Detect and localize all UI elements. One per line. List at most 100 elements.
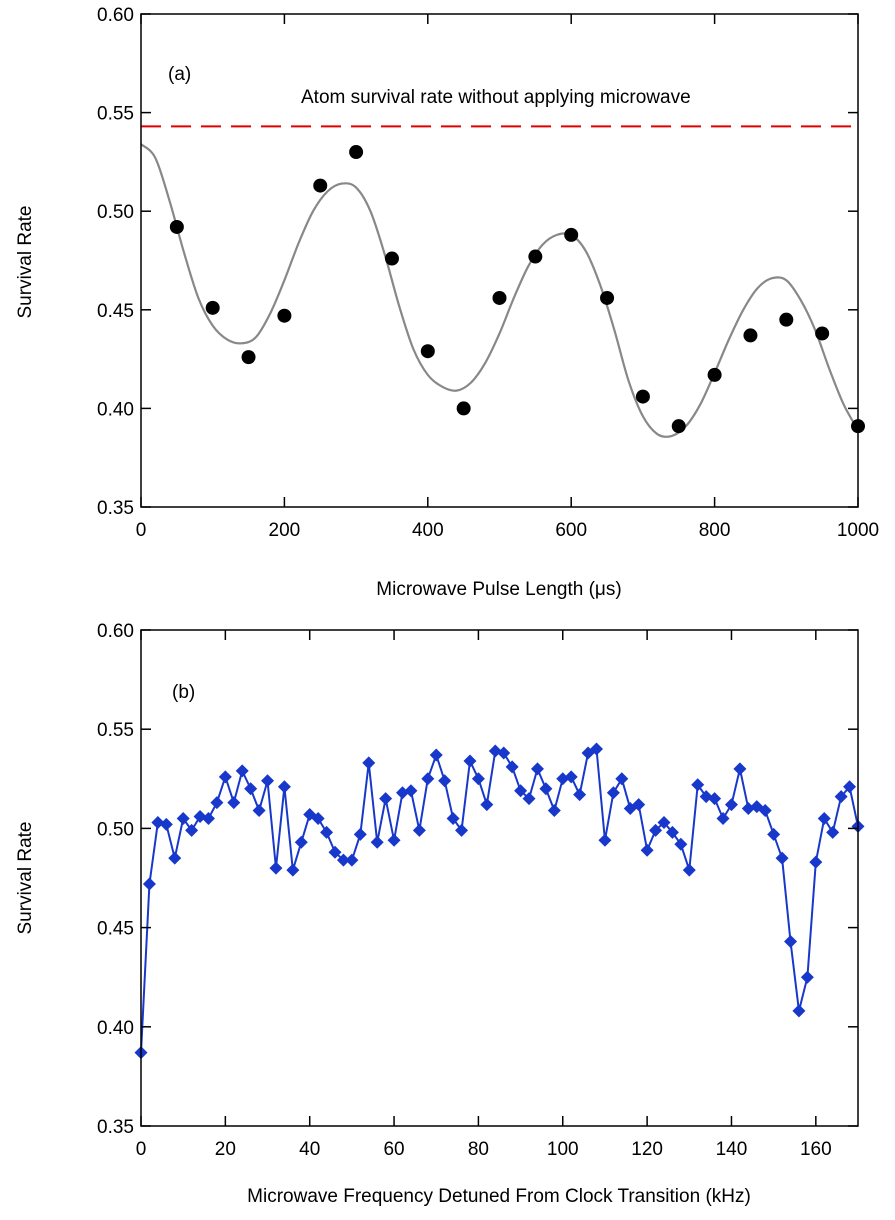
data-point-diamond <box>615 772 629 786</box>
data-point <box>707 367 722 382</box>
panel-b-x-tick-label: 40 <box>299 1139 320 1160</box>
data-point-diamond <box>227 796 241 810</box>
fit-curve <box>140 143 859 438</box>
data-point-diamond <box>218 770 232 784</box>
data-point <box>349 145 364 160</box>
data-point-diamond <box>294 835 308 849</box>
data-point-diamond <box>590 742 604 756</box>
panel-a-x-tick-label: 600 <box>555 520 587 541</box>
panel-a-x-tick-label: 200 <box>269 520 301 541</box>
data-point-diamond <box>547 804 561 818</box>
panel-a-x-tick-label: 1000 <box>837 520 879 541</box>
data-point <box>313 178 328 193</box>
data-point-diamond <box>328 845 342 859</box>
data-point-diamond <box>784 934 798 948</box>
panel-a-y-axis: 0.35 0.40 0.45 0.50 0.55 0.60 <box>97 5 858 519</box>
panel-b-x-tick-label: 140 <box>716 1139 748 1160</box>
panel-a-x-axis-title: Microwave Pulse Length (μs) <box>376 579 621 600</box>
data-point <box>635 389 650 404</box>
data-point-diamond <box>311 811 325 825</box>
data-point <box>743 328 758 343</box>
data-point-diamond <box>446 811 460 825</box>
data-point <box>600 290 615 305</box>
data-point-diamond <box>758 804 772 818</box>
panel-a-y-tick-label: 0.45 <box>97 301 134 322</box>
data-point-diamond <box>353 827 367 841</box>
data-point-diamond <box>201 811 215 825</box>
data-point-diamond <box>497 746 511 760</box>
panel-b-x-axis-title: Microwave Frequency Detuned From Clock T… <box>247 1186 751 1207</box>
data-point-diamond <box>632 798 646 812</box>
data-point-diamond <box>269 861 283 875</box>
panel-b-x-tick-label: 0 <box>136 1139 147 1160</box>
data-point-diamond <box>682 863 696 877</box>
data-point-diamond <box>598 833 612 847</box>
data-point-diamond <box>159 817 173 831</box>
data-point-diamond <box>320 825 334 839</box>
data-point-diamond <box>379 792 393 806</box>
data-point-diamond <box>235 764 249 778</box>
data-point <box>420 344 435 359</box>
data-point-diamond <box>455 823 469 837</box>
data-point <box>169 219 184 234</box>
data-point-diamond <box>463 754 477 768</box>
data-point-diamond <box>252 804 266 818</box>
data-point-diamond <box>185 823 199 837</box>
panel-a-y-axis-title: Survival Rate <box>15 206 36 319</box>
panel-b-x-tick-label: 20 <box>215 1139 236 1160</box>
panel-b-plot-area <box>134 742 865 1060</box>
panel-b-x-tick-label: 80 <box>468 1139 489 1160</box>
data-point-diamond <box>606 786 620 800</box>
panel-a-y-tick-label: 0.55 <box>97 104 134 125</box>
panel-b-label: (b) <box>172 682 195 703</box>
data-point-diamond <box>708 792 722 806</box>
data-point-diamond <box>724 798 738 812</box>
data-point-diamond <box>286 863 300 877</box>
data-point <box>564 227 579 242</box>
data-point-diamond <box>345 853 359 867</box>
reference-line-label: Atom survival rate without applying micr… <box>301 87 691 108</box>
data-point-diamond <box>733 762 747 776</box>
data-point-diamond <box>691 778 705 792</box>
panel-b-x-tick-label: 120 <box>631 1139 663 1160</box>
data-point-diamond <box>421 772 435 786</box>
data-point <box>528 249 543 264</box>
data-point-diamond <box>404 784 418 798</box>
panel-a: 0 200 400 600 800 1000 0.350.400.450.500.550.… <box>15 5 879 600</box>
panel-b-x-tick-label: 160 <box>800 1139 832 1160</box>
data-point-diamond <box>640 843 654 857</box>
data-point <box>241 350 256 365</box>
panel-b-y-tick-label: 0.50 <box>97 819 134 840</box>
data-point-diamond <box>539 782 553 796</box>
data-point-diamond <box>505 760 519 774</box>
data-point-diamond <box>471 772 485 786</box>
panel-b-y-tick-label: 0.45 <box>97 919 134 940</box>
panel-b-x-axis: 0 20 40 60 80 100 120 140 160 <box>136 630 832 1160</box>
data-point-diamond <box>429 748 443 762</box>
data-point-diamond <box>716 811 730 825</box>
data-point-diamond <box>843 780 857 794</box>
panel-a-plot-area <box>140 125 865 438</box>
data-point-diamond <box>412 823 426 837</box>
panel-a-y-tick-label: 0.35 <box>97 498 134 519</box>
data-point-diamond <box>767 827 781 841</box>
panel-a-label: (a) <box>168 64 191 85</box>
panel-b-y-axis-title: Survival Rate <box>15 822 36 935</box>
panel-b-y-tick-label: 0.55 <box>97 720 134 741</box>
data-point-diamond <box>826 825 840 839</box>
panel-b-y-tick-label: 0.35 <box>97 1117 134 1138</box>
data-point-diamond <box>775 851 789 865</box>
data-point-diamond <box>480 798 494 812</box>
data-point-diamond <box>244 782 258 796</box>
data-point <box>384 251 399 266</box>
data-point-diamond <box>674 837 688 851</box>
data-point-diamond <box>210 796 224 810</box>
data-point-diamond <box>362 756 376 770</box>
data-point-diamond <box>657 815 671 829</box>
panel-b-y-axis: 0.35 0.40 0.45 0.50 0.55 0.60 <box>97 621 858 1138</box>
data-point-diamond <box>530 762 544 776</box>
data-point-diamond <box>277 780 291 794</box>
data-point <box>671 419 686 434</box>
data-point-diamond <box>387 833 401 847</box>
data-point-diamond <box>514 784 528 798</box>
